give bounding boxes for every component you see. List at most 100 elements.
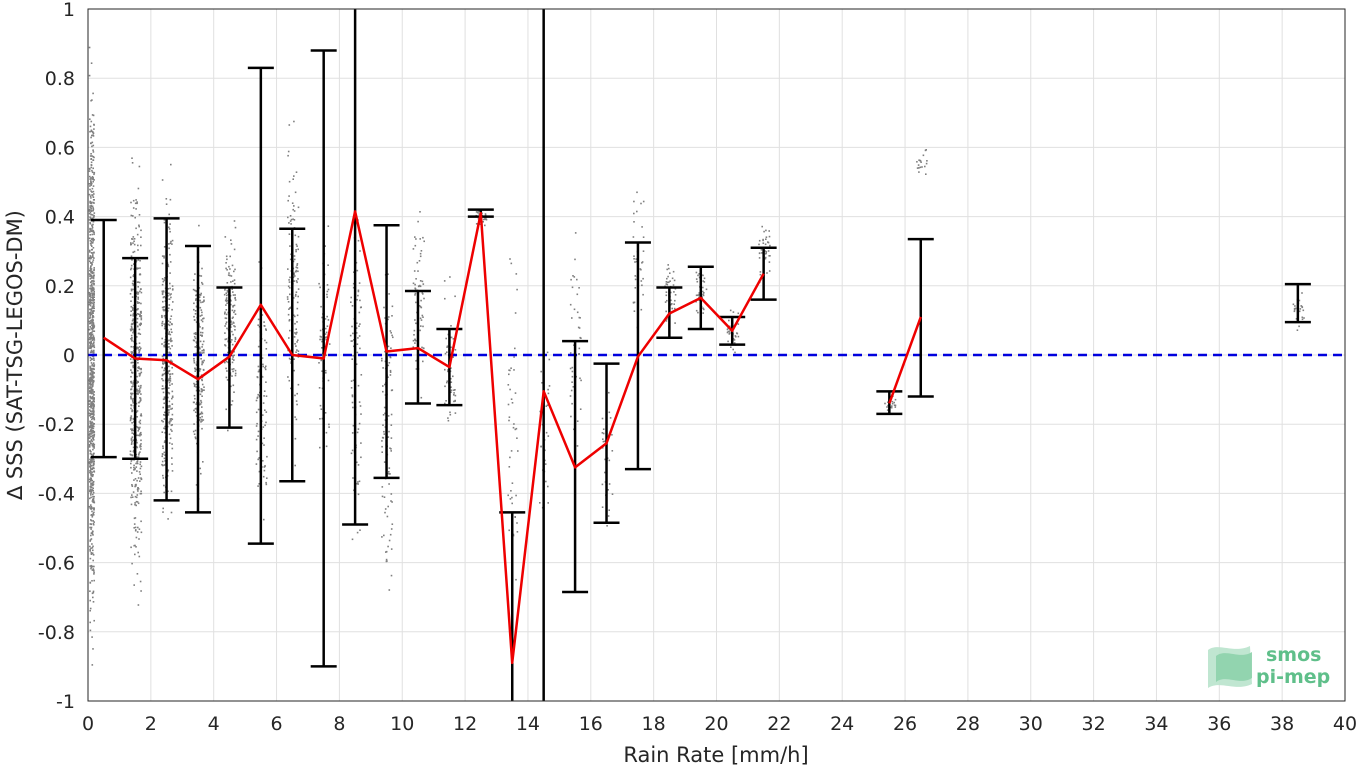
scatter-point [132,288,134,291]
scatter-point [91,242,93,244]
scatter-point [91,145,93,148]
scatter-point [887,401,889,403]
scatter-point [93,511,95,514]
scatter-point [508,419,510,422]
scatter-point [255,425,258,427]
scatter-point [294,234,297,237]
scatter-point [130,388,133,390]
scatter-point [194,273,196,275]
scatter-point [88,193,91,196]
scatter-point [698,296,700,299]
scatter-point [91,552,94,554]
scatter-point [257,345,260,348]
scatter-point [93,179,95,181]
scatter-point [134,216,136,219]
scatter-point [91,382,94,384]
scatter-point [355,363,358,365]
scatter-point [89,234,92,236]
scatter-point [200,418,203,421]
scatter-point [289,258,292,261]
scatter-point [91,426,94,428]
scatter-point [131,259,133,261]
scatter-point [89,262,92,264]
scatter-point [385,550,388,553]
scatter-point [138,224,140,227]
scatter-point [287,216,289,219]
scatter-point [483,218,485,221]
scatter-point [167,288,170,290]
scatter-point [93,299,95,301]
scatter-point [140,415,143,417]
scatter-point [90,492,92,495]
scatter-point [130,351,133,353]
scatter-point [390,424,393,426]
scatter-point [415,322,417,325]
scatter-point [89,333,91,336]
scatter-point [140,443,142,445]
scatter-point [129,358,132,360]
scatter-point [262,475,265,478]
scatter-point [162,363,165,365]
scatter-point [91,114,94,116]
scatter-point [1301,318,1304,321]
scatter-point [161,366,163,369]
scatter-point [90,324,93,326]
scatter-point [511,496,513,499]
scatter-point [135,546,137,548]
scatter-point [327,379,330,382]
scatter-point [921,166,923,168]
scatter-point [225,297,228,299]
scatter-point [169,377,172,380]
scatter-point [137,456,140,458]
scatter-point [139,372,142,375]
scatter-point [133,238,136,240]
scatter-point [89,540,91,542]
scatter-point [169,253,171,256]
scatter-point [137,308,139,310]
scatter-point [132,383,134,385]
scatter-point [327,225,330,227]
scatter-point [90,257,92,260]
scatter-point [447,417,449,419]
scatter-point [171,430,173,432]
scatter-point [90,534,92,537]
scatter-point [764,253,767,255]
scatter-point [192,401,195,404]
scatter-point [201,363,203,366]
scatter-point [92,190,95,193]
scatter-point [198,274,201,277]
scatter-point [90,183,92,185]
scatter-point [92,201,95,204]
scatter-point [293,258,296,261]
scatter-point [642,236,645,238]
scatter-point [136,281,139,283]
scatter-point [161,278,164,280]
scatter-point [89,228,91,230]
scatter-point [360,442,362,444]
scatter-point [161,293,164,296]
scatter-point [93,565,95,568]
scatter-point [89,260,91,262]
scatter-point [224,289,226,291]
scatter-point [91,398,93,400]
scatter-point [164,309,167,311]
scatter-point [88,208,91,211]
scatter-point [93,398,95,401]
scatter-point [137,325,139,328]
scatter-point [89,344,92,347]
scatter-point [297,270,299,273]
scatter-point [92,220,95,223]
scatter-point [130,415,133,417]
scatter-point [91,176,94,178]
scatter-point [164,326,166,328]
scatter-point [352,406,354,409]
scatter-point [634,287,637,289]
scatter-point [134,526,137,529]
scatter-point [138,328,141,331]
scatter-point [91,374,94,377]
scatter-point [193,339,196,342]
scatter-point [384,412,386,415]
scatter-point [136,382,138,384]
scatter-point [171,243,173,245]
scatter-point [233,309,236,312]
